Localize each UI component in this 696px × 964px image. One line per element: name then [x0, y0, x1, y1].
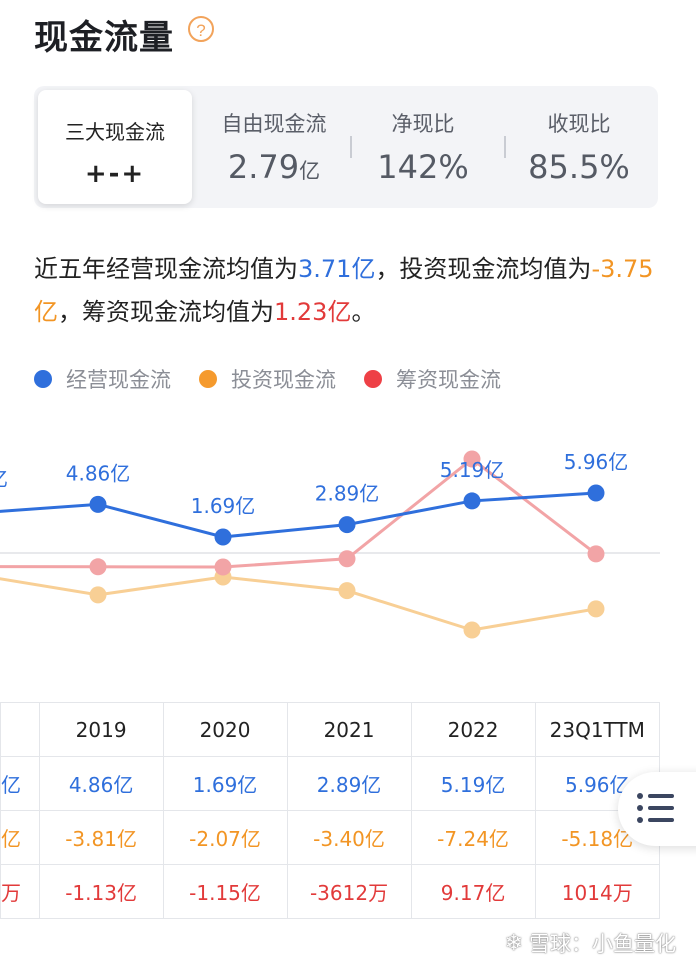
- table-cell: 1014万: [534, 864, 661, 919]
- data-point: [587, 600, 605, 618]
- metric-label: 净现比: [391, 112, 455, 136]
- legend-dot: [34, 370, 52, 388]
- table-header-cell: 2022: [410, 702, 536, 757]
- table-header-cell: 2019: [38, 702, 164, 757]
- table-cell: -3612万: [286, 864, 412, 919]
- data-point: [89, 558, 107, 576]
- table-cell: 5.19亿: [410, 756, 536, 811]
- table-cell: [0, 702, 40, 757]
- table-cell: -1.13亿: [38, 864, 164, 919]
- table-row: 亿 -3.81亿 -2.07亿 -3.40亿 -7.24亿 -5.18亿: [0, 810, 661, 865]
- data-point: [338, 582, 356, 600]
- metric-value: 2.79亿: [227, 148, 321, 186]
- divider: [504, 136, 506, 158]
- series-line-2: [0, 457, 597, 569]
- data-label: 2.89亿: [315, 482, 380, 506]
- table-header-row: 2019 2020 2021 2022 23Q1TTM: [0, 702, 661, 757]
- metric-cash-receipt-ratio-tab[interactable]: 收现比 85.5%: [508, 86, 650, 208]
- legend-label: 投资现金流: [231, 368, 336, 392]
- legend-item-operating[interactable]: 经营现金流: [34, 364, 171, 394]
- legend-dot: [364, 370, 382, 388]
- legend-label: 筹资现金流: [396, 368, 501, 392]
- data-point: [587, 484, 605, 502]
- watermark-text: 雪球：小鱼量化: [529, 932, 676, 956]
- table-cell: -3.81亿: [38, 810, 164, 865]
- table-header-cell: 23Q1TTM: [534, 702, 661, 757]
- floating-menu-button[interactable]: [618, 772, 696, 846]
- table-cell: 9.17亿: [410, 864, 536, 919]
- data-point: [338, 550, 356, 568]
- watermark: ❄ 雪球：小鱼量化: [505, 928, 676, 958]
- metric-label: 自由现金流: [221, 112, 327, 136]
- data-label: 4.86亿: [66, 461, 131, 485]
- metric-value: 85.5%: [528, 148, 630, 186]
- metric-value: +-+: [84, 159, 146, 189]
- snowball-logo-icon: ❄: [504, 930, 523, 956]
- table-cell: -3.40亿: [286, 810, 412, 865]
- table-cell: -1.15亿: [162, 864, 288, 919]
- data-point: [89, 586, 107, 604]
- metric-three-cashflow-tab[interactable]: 三大现金流 +-+: [38, 90, 192, 204]
- data-point: [214, 528, 232, 546]
- legend-item-investing[interactable]: 投资现金流: [199, 364, 336, 394]
- table-cell: 亿: [0, 810, 40, 865]
- metric-net-cash-ratio-tab[interactable]: 净现比 142%: [352, 86, 494, 208]
- financing-avg-value: 1.23亿: [274, 298, 352, 326]
- table-row: 万 -1.13亿 -1.15亿 -3612万 9.17亿 1014万: [0, 864, 661, 919]
- data-point: [214, 558, 232, 576]
- metric-free-cashflow-tab[interactable]: 自由现金流 2.79亿: [200, 86, 348, 208]
- cashflow-table: 2019 2020 2021 2022 23Q1TTM 亿 4.86亿 1.69…: [0, 702, 661, 919]
- table-header-cell: 2020: [162, 702, 288, 757]
- data-point: [463, 621, 481, 639]
- help-icon[interactable]: ?: [188, 16, 214, 42]
- legend-label: 经营现金流: [66, 368, 171, 392]
- legend-dot: [199, 370, 217, 388]
- metric-label: 收现比: [547, 112, 611, 136]
- metric-label: 三大现金流: [65, 120, 165, 144]
- table-cell: 2.89亿: [286, 756, 412, 811]
- table-cell: 万: [0, 864, 40, 919]
- metric-value: 142%: [377, 148, 469, 186]
- investing-avg-value: -3.75亿: [34, 255, 654, 326]
- data-point: [463, 450, 481, 468]
- chart-legend: 经营现金流 投资现金流 筹资现金流: [34, 364, 529, 394]
- data-label: 5.19亿: [440, 458, 505, 482]
- data-point: [338, 516, 356, 534]
- table-header-cell: 2021: [286, 702, 412, 757]
- table-row: 亿 4.86亿 1.69亿 2.89亿 5.19亿 5.96亿: [0, 756, 661, 811]
- metrics-panel: 三大现金流 +-+ 自由现金流 2.79亿 净现比 142% 收现比 85.5%: [34, 86, 658, 208]
- table-cell: -7.24亿: [410, 810, 536, 865]
- legend-item-financing[interactable]: 筹资现金流: [364, 364, 501, 394]
- series-line-1: [0, 575, 597, 632]
- page-title: 现金流量: [34, 18, 174, 58]
- data-point: [463, 492, 481, 510]
- operating-avg-value: 3.71亿: [298, 255, 376, 283]
- table-cell: 4.86亿: [38, 756, 164, 811]
- divider: [350, 136, 352, 158]
- table-cell: 亿: [0, 756, 40, 811]
- data-label: 亿: [0, 467, 8, 491]
- data-point: [89, 495, 107, 513]
- series-line-0: [0, 491, 597, 539]
- list-menu-icon: [637, 793, 674, 823]
- table-cell: 1.69亿: [162, 756, 288, 811]
- data-point: [587, 545, 605, 563]
- data-label: 5.96亿: [564, 450, 629, 474]
- table-cell: -2.07亿: [162, 810, 288, 865]
- data-label: 1.69亿: [191, 494, 256, 518]
- cashflow-summary: 近五年经营现金流均值为3.71亿，投资现金流均值为-3.75亿，筹资现金流均值为…: [34, 255, 654, 326]
